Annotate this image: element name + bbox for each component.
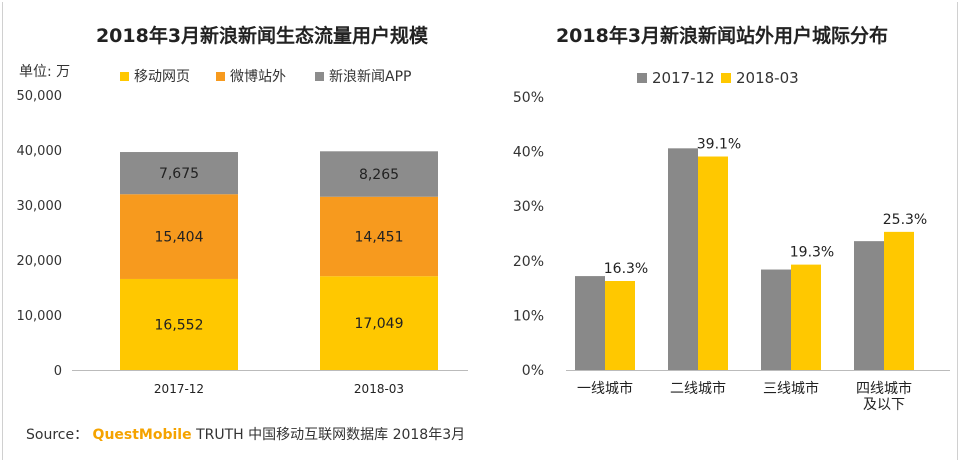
data-label: 7,675	[159, 166, 199, 182]
bar	[575, 276, 605, 370]
bar	[854, 241, 884, 370]
y-tick-label: 0	[54, 364, 62, 379]
bar-segment	[320, 276, 438, 370]
y-tick-label: 10%	[513, 308, 544, 324]
bar-segment	[120, 194, 238, 279]
bar-segment	[120, 152, 238, 195]
source-text: TRUTH 中国移动互联网数据库 2018年3月	[196, 427, 466, 443]
city-distribution-bar-chart: 2018年3月新浪新闻站外用户城际分布 2017-12 2018-03 0% 10% 20…	[513, 24, 950, 413]
bar	[668, 148, 698, 370]
x-tick-label: 二线城市	[670, 380, 726, 397]
data-label: 17,049	[355, 316, 404, 332]
legend-swatch	[315, 72, 324, 81]
legend-swatch	[637, 73, 647, 83]
data-label: 19.3%	[790, 245, 834, 261]
x-tick-label: 及以下	[863, 397, 905, 413]
bar	[791, 264, 821, 370]
x-tick-label: 三线城市	[763, 380, 819, 397]
legend-label: 2018-03	[736, 69, 799, 87]
x-tick-label: 2018-03	[354, 382, 404, 396]
y-tick-label: 30,000	[17, 199, 63, 214]
data-label: 25.3%	[883, 212, 927, 228]
bar-segment	[120, 278, 238, 370]
data-label: 16,552	[155, 317, 204, 333]
y-tick-label: 50%	[513, 90, 544, 106]
data-label: 8,265	[359, 167, 399, 183]
y-tick-label: 20,000	[17, 254, 63, 269]
y-tick-label: 40,000	[17, 144, 63, 159]
y-tick-label: 30%	[513, 199, 544, 215]
data-label: 39.1%	[697, 137, 741, 153]
y-tick-label: 10,000	[17, 309, 63, 324]
unit-label: 单位: 万	[19, 64, 70, 80]
legend-swatch	[216, 72, 225, 81]
x-tick-label: 一线城市	[577, 380, 633, 397]
legend-swatch	[721, 73, 731, 83]
data-label: 16.3%	[604, 261, 648, 277]
frame-right-border	[957, 2, 958, 460]
legend-label: 新浪新闻APP	[329, 69, 411, 85]
chart-title: 2018年3月新浪新闻生态流量用户规模	[96, 24, 429, 47]
bar	[884, 231, 914, 370]
data-label: 14,451	[355, 229, 404, 245]
chart-title: 2018年3月新浪新闻站外用户城际分布	[556, 24, 888, 47]
bar-segment	[320, 151, 438, 197]
data-label: 15,404	[155, 230, 204, 246]
x-tick-label: 四线城市	[856, 380, 912, 397]
x-tick-label: 2017-12	[154, 382, 204, 396]
y-tick-label: 40%	[513, 145, 544, 161]
bar	[698, 156, 728, 370]
legend-label: 2017-12	[652, 69, 715, 87]
legend-label: 移动网页	[134, 69, 190, 85]
bar-segment	[320, 196, 438, 277]
source-note: Source： QuestMobile TRUTH 中国移动互联网数据库 201…	[26, 424, 465, 444]
source-brand: QuestMobile	[92, 427, 192, 443]
legend-label: 微博站外	[230, 68, 286, 85]
y-tick-label: 0%	[522, 363, 544, 379]
bar	[605, 281, 635, 370]
frame-left-border	[2, 2, 3, 460]
y-tick-label: 20%	[513, 254, 544, 270]
legend-swatch	[120, 72, 129, 81]
y-tick-label: 50,000	[17, 89, 63, 104]
bar	[761, 269, 791, 370]
source-prefix: Source：	[26, 427, 89, 443]
